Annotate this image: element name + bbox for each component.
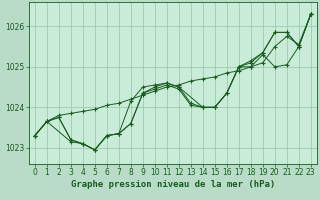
- X-axis label: Graphe pression niveau de la mer (hPa): Graphe pression niveau de la mer (hPa): [71, 180, 275, 189]
